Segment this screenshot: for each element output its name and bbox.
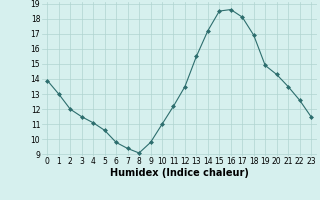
X-axis label: Humidex (Indice chaleur): Humidex (Indice chaleur) (110, 168, 249, 178)
